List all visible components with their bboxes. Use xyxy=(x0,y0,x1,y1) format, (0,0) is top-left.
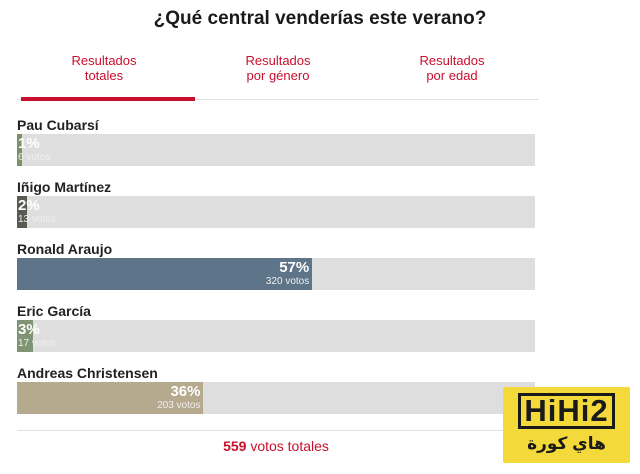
watermark-brand: HiHi2 xyxy=(518,393,615,429)
option-name: Iñigo Martínez xyxy=(17,179,112,195)
total-votes-label: votos totales xyxy=(250,438,329,454)
option-percent: 1% xyxy=(18,135,40,152)
poll-option: Pau Cubarsí 1% 6 votos xyxy=(17,116,535,166)
option-percent: 2% xyxy=(18,197,40,214)
tab-results-total-line1: Resultados xyxy=(71,53,137,68)
poll-option: Eric García 3% 17 votos xyxy=(17,302,535,352)
option-bar-fill xyxy=(17,134,23,166)
tab-results-age-line1: Resultados xyxy=(419,53,485,68)
tab-results-age-line2: por edad xyxy=(426,68,478,83)
tab-results-age[interactable]: Resultados por edad xyxy=(365,53,539,83)
poll-option: Andreas Christensen 36% 203 votos xyxy=(17,364,535,414)
option-name: Andreas Christensen xyxy=(17,365,158,381)
option-votes: 6 votos xyxy=(18,152,51,163)
option-votes: 17 votos xyxy=(18,338,56,349)
option-percent: 57% xyxy=(279,259,310,276)
tab-results-total-line2: totales xyxy=(84,68,124,83)
tab-results-gender-line2: por género xyxy=(246,68,310,83)
option-votes: 203 votos xyxy=(157,400,201,411)
option-name: Pau Cubarsí xyxy=(17,117,99,133)
option-votes: 13 votos xyxy=(18,214,56,225)
tab-results-gender[interactable]: Resultados por género xyxy=(191,53,365,83)
option-bar-track: 57% 320 votos xyxy=(17,258,535,290)
option-bar-track: 3% 17 votos xyxy=(17,320,535,352)
total-votes-count: 559 xyxy=(223,438,247,454)
poll-title: ¿Qué central venderías este verano? xyxy=(153,8,487,29)
watermark-brand-wrap: HiHi2 xyxy=(503,393,630,429)
total-votes: 559 votos totales xyxy=(17,438,535,454)
option-name: Eric García xyxy=(17,303,91,319)
option-percent: 3% xyxy=(18,321,40,338)
option-name: Ronald Araujo xyxy=(17,241,113,257)
poll-option: Ronald Araujo 57% 320 votos xyxy=(17,240,535,290)
option-bar-track: 1% 6 votos xyxy=(17,134,535,166)
option-percent: 36% xyxy=(170,383,201,400)
footer-divider xyxy=(17,430,535,431)
option-votes: 320 votos xyxy=(265,276,310,287)
active-tab-indicator xyxy=(21,97,195,101)
poll-option: Iñigo Martínez 2% 13 votos xyxy=(17,178,535,228)
option-bar-fill xyxy=(17,196,28,228)
results-tabs: Resultados totales Resultados por género… xyxy=(17,53,539,101)
tab-results-gender-line1: Resultados xyxy=(245,53,311,68)
option-bar-fill: 57% 320 votos xyxy=(17,258,313,290)
watermark-logo: HiHi2 هاي كورة xyxy=(503,387,630,463)
option-bar-fill: 36% 203 votos xyxy=(17,382,204,414)
option-bar-track: 2% 13 votos xyxy=(17,196,535,228)
option-bar-track: 36% 203 votos xyxy=(17,382,535,414)
watermark-arabic: هاي كورة xyxy=(527,434,606,453)
tab-results-total[interactable]: Resultados totales xyxy=(17,53,191,83)
option-bar-fill xyxy=(17,320,33,352)
